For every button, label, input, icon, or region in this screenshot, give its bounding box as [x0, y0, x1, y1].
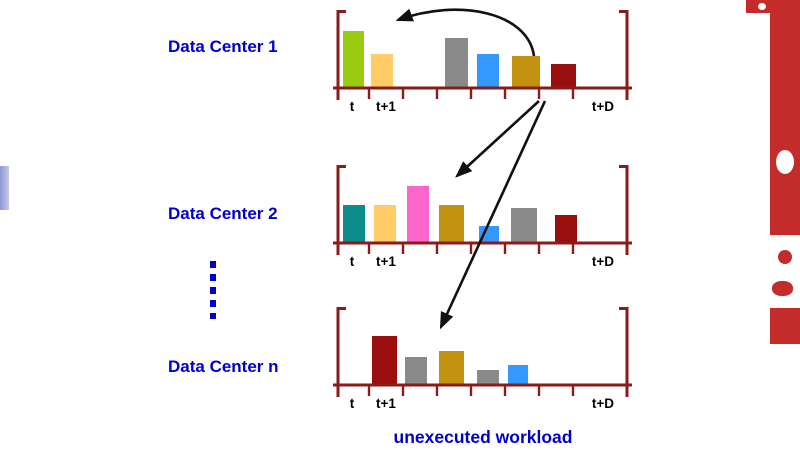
chart-data-center-2: t t+1 t+D	[333, 163, 633, 269]
tick-label: t+1	[376, 254, 396, 269]
caption-unexecuted-workload: unexecuted workload	[393, 427, 573, 447]
chart-data-center-n: t t+1 t+D	[333, 305, 633, 411]
background-artifact-right-dot-1	[778, 250, 792, 264]
workload-bar-t+3	[445, 38, 468, 88]
background-artifact-left-lavender	[0, 166, 9, 210]
tick-label: t	[350, 396, 355, 411]
tick-label: t+1	[376, 396, 396, 411]
workload-bar-t+1	[372, 336, 397, 385]
workload-bar-t+5	[511, 208, 537, 243]
vertical-ellipsis	[210, 261, 216, 319]
background-artifact-right-blob-1	[776, 150, 794, 174]
workload-bar-t+3	[439, 351, 464, 385]
workload-bar-t+4	[477, 54, 499, 88]
background-artifact-right-strip-2	[770, 308, 800, 344]
tick-label: t+D	[592, 99, 614, 114]
tick-label: t+D	[592, 396, 614, 411]
background-artifact-topright-red	[746, 0, 800, 13]
workload-bar-t+2	[407, 186, 429, 243]
tick-label: t	[350, 254, 355, 269]
workload-bar-t+6	[555, 215, 577, 243]
timeline-chart-svg: t t+1 t+D	[333, 10, 632, 114]
workload-bar-t	[343, 31, 364, 88]
timeline-chart-svg: t t+1 t+D	[333, 307, 632, 411]
label-data-center-2: Data Center 2	[168, 204, 278, 223]
tick-label: t+1	[376, 99, 396, 114]
workload-bar-t+2	[405, 357, 427, 385]
workload-bar-t+4	[479, 226, 499, 243]
workload-bar-t+4	[477, 370, 499, 385]
background-artifact-topright-dot	[758, 3, 766, 10]
workload-bar-t+1	[374, 205, 396, 243]
tick-label: t	[350, 99, 355, 114]
label-data-center-n: Data Center n	[168, 357, 279, 376]
chart-data-center-1: t t+1 t+D	[333, 8, 633, 114]
workload-bar-t+1	[371, 54, 393, 88]
workload-bar-t	[343, 205, 365, 243]
workload-bar-t+5	[508, 365, 528, 385]
background-artifact-right-strip	[770, 13, 800, 235]
timeline-chart-svg: t t+1 t+D	[333, 165, 632, 269]
workload-bar-t+3	[439, 205, 464, 243]
tick-label: t+D	[592, 254, 614, 269]
workload-bar-t+6	[551, 64, 576, 88]
label-data-center-1: Data Center 1	[168, 37, 278, 56]
background-artifact-right-dot-2	[772, 281, 793, 296]
workload-bar-t+5	[512, 56, 540, 88]
